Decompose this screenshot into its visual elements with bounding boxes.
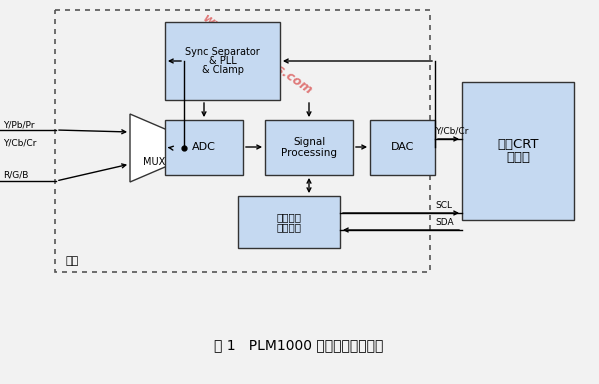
Bar [462,82,574,220]
Bar [55,10,430,272]
Text: Y/Cb/Cr: Y/Cb/Cr [3,139,37,148]
Text: Signal: Signal [293,137,325,147]
Text: 总线接口: 总线接口 [277,222,301,232]
Text: 电视机: 电视机 [506,151,530,164]
Text: www.elecfans.com: www.elecfans.com [200,12,315,98]
Text: 通用串行: 通用串行 [277,212,301,222]
Text: 普通CRT: 普通CRT [497,138,539,151]
Bar [165,120,243,175]
Text: 芯片: 芯片 [65,256,78,266]
Text: Y/Pb/Pr: Y/Pb/Pr [3,120,35,129]
Bar [265,120,353,175]
Polygon shape [130,114,172,182]
Text: SDA: SDA [435,218,453,227]
Text: DAC: DAC [391,142,414,152]
Bar [238,196,340,248]
Text: SCL: SCL [435,201,452,210]
Bar [370,120,435,175]
Text: Sync Separator: Sync Separator [185,46,260,56]
Text: & Clamp: & Clamp [201,65,244,75]
Bar [165,22,280,100]
Text: MUX: MUX [143,157,165,167]
Text: ADC: ADC [192,142,216,152]
Text: R/G/B: R/G/B [3,171,28,180]
Text: Processing: Processing [281,147,337,157]
Text: & PLL: & PLL [208,56,237,66]
Text: Y/Cb/Cr: Y/Cb/Cr [435,127,468,136]
Text: 图 1   PLM1000 应用系统设计框图: 图 1 PLM1000 应用系统设计框图 [214,338,384,352]
